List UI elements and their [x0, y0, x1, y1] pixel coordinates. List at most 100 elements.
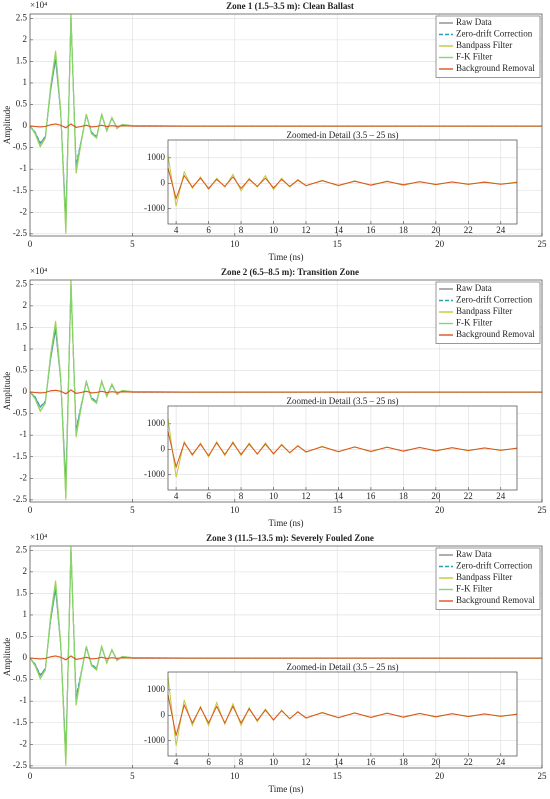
y-tick-label: -1.5	[13, 185, 28, 195]
chart-title: Zone 2 (6.5–8.5 m): Transition Zone	[221, 267, 359, 277]
x-tick-label: 0	[28, 505, 33, 515]
inset-title: Zoomed-in Detail (3.5 – 25 ns)	[287, 662, 399, 672]
x-tick-label: 6	[206, 491, 211, 501]
inset-line	[167, 167, 518, 201]
x-tick-label: 8	[239, 225, 244, 235]
y-tick-label: -2.5	[13, 760, 28, 770]
x-tick-label: 12	[301, 491, 310, 501]
legend-label: Background Removal	[456, 329, 535, 339]
x-tick-label: 20	[431, 225, 441, 235]
x-tick-label: 24	[496, 491, 506, 501]
axis-multiplier: ×10⁴	[30, 0, 47, 10]
inset-frame	[167, 405, 518, 491]
y-tick-label: -1000	[144, 203, 165, 213]
y-tick-label: -2.5	[13, 228, 28, 238]
y-tick-label: -1000	[144, 469, 165, 479]
inset-line	[167, 431, 518, 469]
legend-label: F-K Filter	[456, 318, 492, 328]
y-tick-label: -1.5	[13, 717, 28, 727]
x-tick-label: 16	[366, 491, 376, 501]
legend-label: F-K Filter	[456, 584, 492, 594]
x-tick-label: 16	[366, 757, 376, 767]
y-tick-label: 0.5	[16, 631, 28, 641]
y-tick-label: 2.5	[16, 278, 28, 288]
x-tick-label: 20	[431, 757, 441, 767]
x-tick-label: 5	[130, 239, 135, 249]
x-axis-label: Time (ns)	[269, 784, 304, 794]
inset-background	[168, 140, 517, 224]
y-tick-label: 0	[161, 177, 166, 187]
y-tick-label: -1	[20, 429, 28, 439]
y-tick-label: -0.5	[13, 142, 28, 152]
inset-title: Zoomed-in Detail (3.5 – 25 ns)	[287, 130, 399, 140]
legend-label: Raw Data	[456, 17, 492, 27]
y-tick-label: -2.5	[13, 494, 28, 504]
x-tick-label: 24	[496, 225, 506, 235]
x-tick-label: 25	[538, 771, 548, 781]
y-tick-label: -1	[20, 163, 28, 173]
legend-label: Bandpass Filter	[456, 306, 512, 316]
x-tick-label: 10	[269, 225, 279, 235]
y-tick-label: 1	[23, 343, 28, 353]
y-axis-label: Amplitude	[2, 372, 12, 411]
y-tick-label: 0	[23, 652, 28, 662]
x-tick-label: 6	[206, 225, 211, 235]
y-tick-label: 1	[23, 77, 28, 87]
x-tick-label: 4	[174, 757, 179, 767]
y-tick-label: -1000	[144, 735, 165, 745]
x-tick-label: 20	[431, 491, 441, 501]
inset-background	[168, 406, 517, 490]
y-tick-label: 1.5	[16, 321, 28, 331]
x-tick-label: 6	[206, 757, 211, 767]
x-axis-label: Time (ns)	[269, 518, 304, 528]
x-tick-label: 22	[464, 757, 473, 767]
x-tick-label: 5	[130, 505, 135, 515]
x-tick-label: 15	[333, 505, 343, 515]
legend-label: F-K Filter	[456, 52, 492, 62]
x-tick-label: 14	[334, 225, 344, 235]
plot-frame	[29, 545, 543, 769]
x-tick-label: 15	[333, 239, 343, 249]
plot-frame	[29, 13, 543, 237]
y-tick-label: -0.5	[13, 408, 28, 418]
legend-label: Background Removal	[456, 63, 535, 73]
legend-label: Background Removal	[456, 595, 535, 605]
series-line	[29, 389, 542, 395]
legend-label: Zero-drift Correction	[456, 561, 533, 571]
y-tick-label: -2	[20, 738, 28, 748]
y-tick-label: -1	[20, 695, 28, 705]
y-axis-label: Amplitude	[2, 106, 12, 145]
x-tick-label: 10	[230, 505, 240, 515]
legend-label: Zero-drift Correction	[456, 295, 533, 305]
x-tick-label: 14	[334, 757, 344, 767]
y-tick-label: 1000	[147, 684, 166, 694]
y-tick-label: 2	[23, 566, 28, 576]
inset-frame	[167, 139, 518, 225]
x-tick-label: 22	[464, 225, 473, 235]
y-tick-label: 1	[23, 609, 28, 619]
x-tick-label: 20	[435, 505, 445, 515]
legend-box	[435, 281, 541, 344]
x-tick-label: 10	[269, 757, 279, 767]
series-line	[29, 123, 542, 129]
x-tick-label: 0	[28, 771, 33, 781]
inset-title: Zoomed-in Detail (3.5 – 25 ns)	[287, 396, 399, 406]
y-tick-label: 0	[161, 709, 166, 719]
x-tick-label: 8	[239, 757, 244, 767]
inset-frame	[167, 671, 518, 757]
x-tick-label: 24	[496, 757, 506, 767]
x-tick-label: 4	[174, 491, 179, 501]
legend-label: Zero-drift Correction	[456, 29, 533, 39]
x-tick-label: 0	[28, 239, 33, 249]
y-tick-label: 0	[23, 120, 28, 130]
legend-label: Bandpass Filter	[456, 572, 512, 582]
y-tick-label: -0.5	[13, 674, 28, 684]
y-tick-label: 1000	[147, 152, 166, 162]
x-tick-label: 18	[399, 225, 409, 235]
y-axis-label: Amplitude	[2, 638, 12, 677]
x-tick-label: 4	[174, 225, 179, 235]
legend-label: Raw Data	[456, 549, 492, 559]
x-tick-label: 15	[333, 771, 343, 781]
chart-title: Zone 3 (11.5–13.5 m): Severely Fouled Zo…	[206, 533, 374, 543]
